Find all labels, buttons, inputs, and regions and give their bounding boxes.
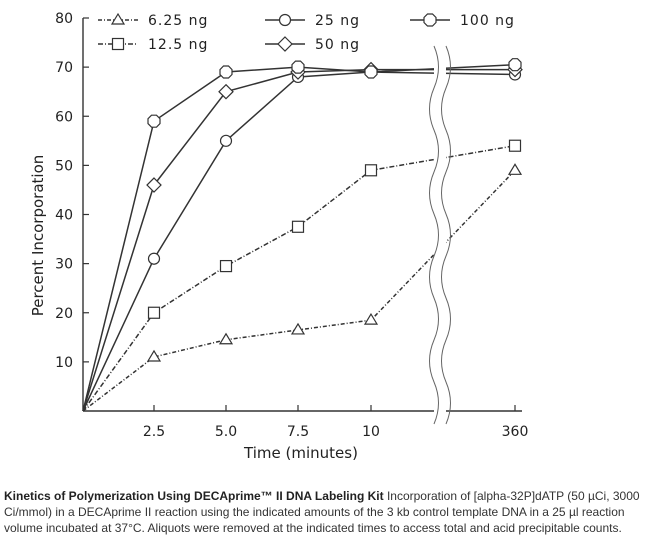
legend-item-6.25-ng: 6.25 ng: [98, 12, 208, 29]
x-tick-label-10: 10: [362, 424, 380, 440]
legend-item-12.5-ng: 12.5 ng: [98, 37, 208, 53]
x-tick-label-5.0: 5.0: [215, 424, 237, 440]
point-25-ng-5: [219, 134, 233, 147]
point-100-ng-5: [219, 65, 233, 79]
point-6.25-ng-7.5: [290, 322, 306, 335]
x-tick-label-2.5: 2.5: [143, 424, 165, 440]
y-tick-label-50: 50: [55, 158, 73, 174]
y-tick-label-70: 70: [55, 60, 73, 76]
y-tick-label-20: 20: [55, 306, 73, 322]
series-line-6.25-ng: [82, 169, 516, 412]
series-100-ng: [82, 58, 522, 412]
legend-marker-50-ng: [277, 36, 293, 52]
point-6.25-ng-5: [218, 332, 234, 345]
legend-item-25-ng: 25 ng: [265, 13, 360, 29]
y-tick-label-40: 40: [55, 208, 73, 224]
y-tick-label-60: 60: [55, 109, 73, 125]
legend-label-50-ng: 50 ng: [315, 37, 360, 53]
point-100-ng-10: [364, 65, 378, 79]
legend-label-25-ng: 25 ng: [315, 13, 360, 29]
legend-label-6.25-ng: 6.25 ng: [148, 13, 208, 29]
chart-legend: 6.25 ng 12.5 ng 25 ng 50 ng 100 ng: [98, 12, 515, 53]
point-12.5-ng-7.5: [291, 220, 305, 233]
break-line-left: [429, 45, 439, 425]
legend-label-12.5-ng: 12.5 ng: [148, 37, 208, 53]
legend-marker-100-ng: [423, 13, 437, 27]
caption-title: Kinetics of Polymerization Using DECApri…: [4, 489, 384, 503]
x-tick-label-360: 360: [502, 424, 529, 440]
break-line-right: [441, 45, 451, 425]
series-line-12.5-ng: [82, 144, 516, 412]
x-axis-title: Time (minutes): [243, 444, 358, 462]
series-6.25-ng: [82, 163, 523, 412]
chart-axes: 10 20 30 40 50 60 70 80 2.5 5.0 7.5 10 360 Time (minu…: [29, 11, 528, 462]
point-25-ng-2.5: [147, 252, 161, 265]
point-12.5-ng-2.5: [147, 306, 161, 319]
chart-series-layer: [82, 58, 523, 412]
point-100-ng-7.5: [291, 60, 305, 74]
point-6.25-ng-10: [363, 312, 379, 325]
legend-item-50-ng: 50 ng: [265, 36, 360, 53]
point-6.25-ng-360: [507, 163, 523, 175]
point-12.5-ng-5: [219, 259, 233, 273]
legend-label-100-ng: 100 ng: [460, 13, 515, 29]
point-50-ng-2.5: [146, 177, 162, 193]
y-axis-title: Percent Incorporation: [29, 155, 47, 317]
point-12.5-ng-10: [364, 164, 378, 177]
series-line-25-ng: [82, 71, 516, 412]
series-12.5-ng: [82, 139, 522, 412]
caption-text: Incorporation of [alpha-32P]dATP (50 µCi…: [4, 489, 640, 535]
point-100-ng-360: [508, 58, 522, 72]
legend-marker-25-ng: [278, 13, 292, 27]
y-tick-label-10: 10: [55, 355, 73, 371]
point-50-ng-5: [218, 83, 234, 100]
break-gap: [434, 44, 446, 419]
series-line-50-ng: [82, 68, 515, 412]
legend-marker-6.25-ng: [110, 12, 126, 25]
x-tick-label-7.5: 7.5: [287, 424, 309, 440]
y-tick-label-80: 80: [55, 11, 73, 27]
point-6.25-ng-2.5: [146, 349, 162, 362]
series-line-100-ng: [82, 63, 516, 412]
y-tick-label-30: 30: [55, 257, 73, 273]
point-100-ng-2.5: [147, 114, 161, 128]
legend-marker-12.5-ng: [111, 37, 125, 51]
point-12.5-ng-360: [508, 139, 522, 152]
figure-caption: Kinetics of Polymerization Using DECApri…: [4, 488, 644, 536]
incorporation-chart: 10 20 30 40 50 60 70 80 2.5 5.0 7.5 10 360 Time (minu…: [29, 11, 528, 462]
legend-item-100-ng: 100 ng: [410, 13, 515, 29]
axis-break: [429, 44, 451, 425]
